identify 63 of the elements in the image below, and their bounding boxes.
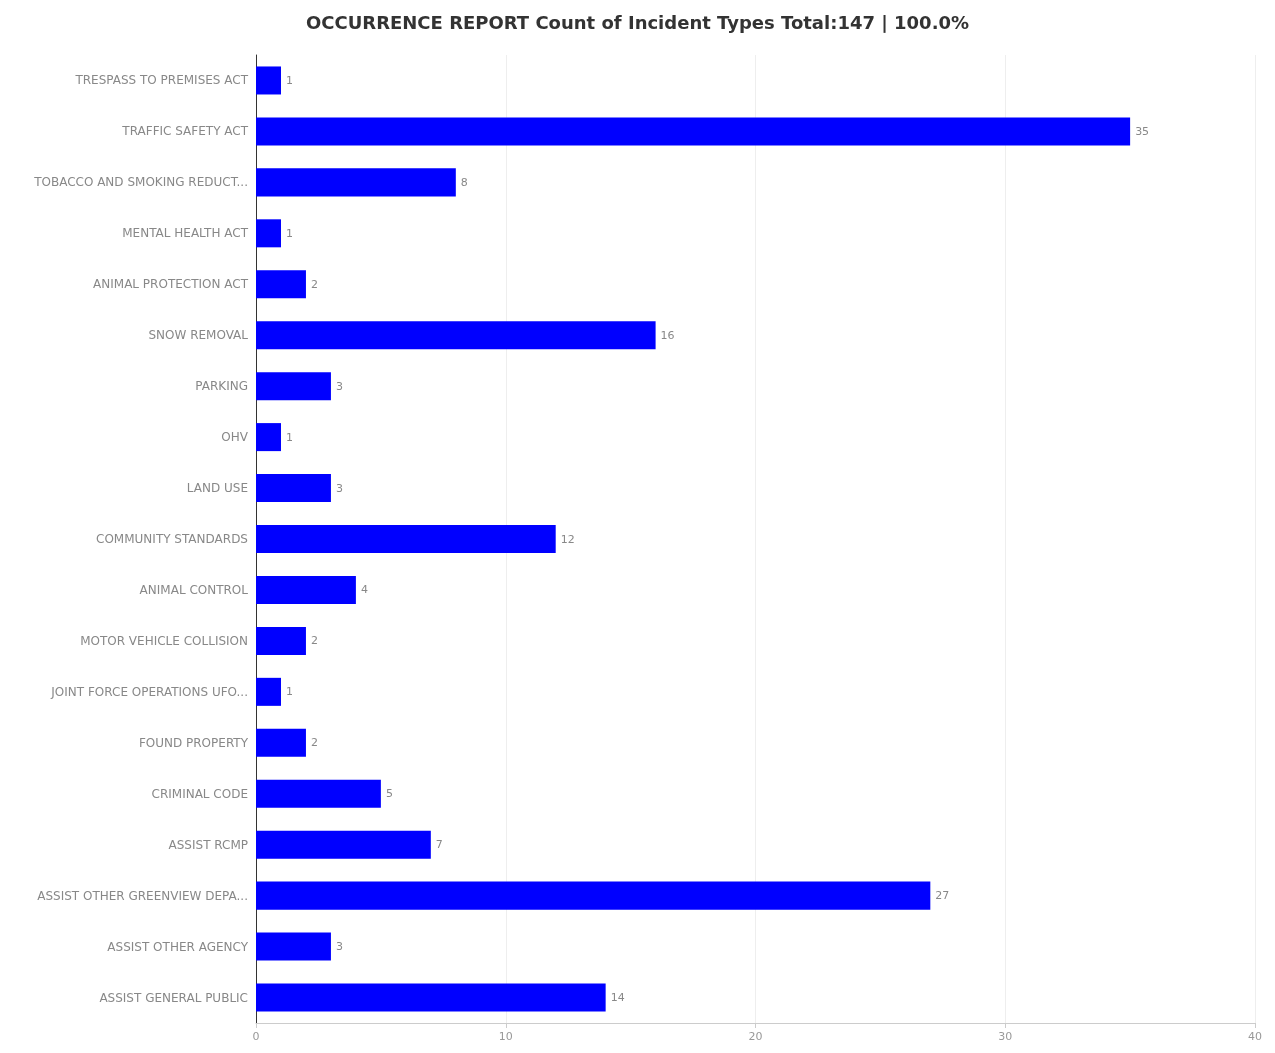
bar [256,677,281,706]
y-tick-label: COMMUNITY STANDARDS [96,532,248,546]
bar [256,779,381,808]
data-label: 1 [285,226,293,240]
x-tick-label: 40 [1248,1030,1262,1043]
bar [256,423,281,452]
bar [256,728,306,757]
bar [256,626,306,655]
data-label: 14 [610,991,625,1005]
data-label: 3 [335,940,343,954]
y-tick-label: SNOW REMOVAL [148,328,249,343]
data-label: 3 [335,379,343,393]
y-tick-label: OHV [221,430,249,445]
data-label: 1 [285,685,293,699]
y-tick-label: ASSIST GENERAL PUBLIC [99,990,248,1005]
y-tick-label: TRESPASS TO PREMISES ACT [74,73,249,88]
data-label: 2 [310,634,318,648]
y-tick-label: CRIMINAL CODE [151,786,248,801]
x-tick-label: 30 [998,1030,1013,1043]
bar [256,830,431,859]
y-tick-label: TOBACCO AND SMOKING REDUCT... [33,175,248,190]
y-tick-label: ASSIST RCMP [168,837,248,852]
data-label: 7 [435,838,443,852]
bar [256,524,556,554]
data-label: 16 [660,328,675,342]
bar [256,117,1131,146]
y-tick-label: FOUND PROPERTY [138,735,249,750]
chart-title: OCCURRENCE REPORT Count of Incident Types Total:147 | 100.0% [305,11,970,33]
data-label: 1 [285,430,293,444]
data-label: 5 [385,787,393,801]
y-tick-label: ANIMAL PROTECTION ACT [93,277,249,292]
y-tick-label: TRAFFIC SAFETY ACT [121,124,249,139]
x-tick-label: 0 [252,1030,260,1043]
data-label: 8 [460,175,468,189]
data-label: 3 [335,481,343,495]
y-tick-label: ANIMAL CONTROL [139,582,249,597]
data-label: 12 [560,532,575,546]
y-tick-label: MOTOR VEHICLE COLLISION [80,633,248,648]
data-label: 2 [310,277,318,291]
y-tick-label: MENTAL HEALTH ACT [122,226,249,241]
bar [256,270,306,299]
x-tick-label: 20 [748,1030,763,1043]
data-label: 4 [360,583,368,597]
bar [256,983,606,1012]
data-label: 2 [310,736,318,750]
bar [256,932,331,961]
bar [256,474,331,503]
bar [256,219,281,248]
data-label: 1 [285,73,293,87]
bar [256,372,331,401]
x-tick-label: 10 [498,1030,513,1043]
data-label: 35 [1135,124,1150,138]
data-label: 27 [935,889,950,903]
bar [256,881,931,910]
bar [256,66,281,95]
bar [256,168,456,197]
bar [256,575,356,604]
y-tick-label: PARKING [195,379,248,394]
y-tick-label: JOINT FORCE OPERATIONS UFO... [50,684,248,699]
y-tick-label: LAND USE [186,481,248,496]
y-tick-label: ASSIST OTHER GREENVIEW DEPA... [37,888,248,903]
y-tick-label: ASSIST OTHER AGENCY [107,939,249,954]
bar [256,321,656,350]
